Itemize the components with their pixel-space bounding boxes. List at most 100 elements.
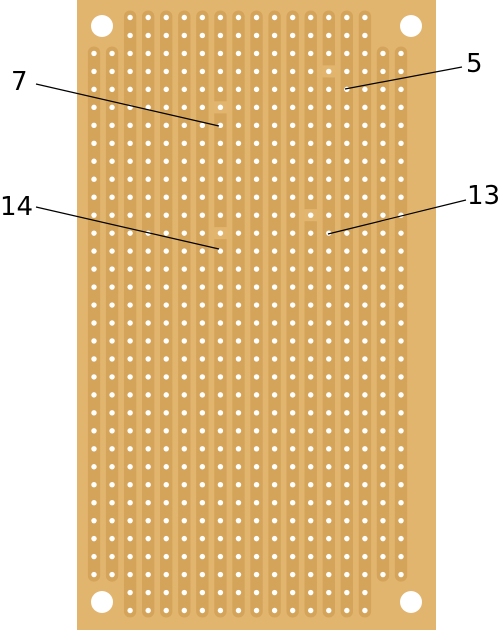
board-hole [127,428,133,434]
board-hole [271,266,278,272]
board-hole [289,499,296,506]
board-hole [326,517,332,524]
board-hole [217,158,224,164]
board-hole [163,446,169,452]
board-hole [362,284,368,290]
mounting-hole-bottom-left [91,591,113,613]
board-hole [235,194,242,200]
board-hole [362,553,368,560]
board-hole [199,68,206,75]
board-hole [127,320,133,326]
board-hole [344,14,350,21]
board-hole [362,248,368,254]
board-hole [145,86,151,93]
board-hole [398,158,404,164]
board-hole [163,553,169,560]
mounting-holes [91,15,422,613]
board-hole [163,122,169,129]
board-hole [181,499,187,506]
board-hole [326,32,332,39]
board-hole [235,284,242,290]
board-hole [344,212,350,218]
board-hole [127,499,133,506]
board-hole [127,86,133,93]
callout-label-7: 7 [11,67,28,97]
board-hole [109,284,115,290]
board-hole [91,517,97,524]
board-hole [289,158,296,164]
board-hole [199,374,206,380]
board-hole [289,302,296,308]
board-hole [271,517,278,524]
board-hole [145,374,151,380]
board-hole [308,32,314,39]
board-hole [253,517,260,524]
board-hole [344,194,350,200]
board-hole [326,302,332,308]
callout-leader-5 [344,66,463,90]
board-hole [127,230,133,236]
board-hole [380,248,386,254]
board-hole [308,553,314,560]
board-hole [217,374,224,380]
board-hole [380,410,386,416]
board-hole [127,607,133,614]
board-hole [271,499,278,506]
board-hole [127,356,133,362]
board-hole [163,410,169,416]
board-hole [235,553,242,560]
board-hole [398,499,404,506]
board-hole [344,266,350,272]
board-hole [326,392,332,398]
board-hole [91,140,97,146]
board-hole [362,338,368,344]
board-hole [253,302,260,308]
board-hole [271,230,278,236]
board-hole [380,553,386,560]
board-hole [127,284,133,290]
board-hole [308,446,314,452]
board-hole [199,248,206,254]
board-hole [398,248,404,254]
board-hole [398,230,404,236]
board-hole [163,302,169,308]
board-hole [326,140,332,146]
board-hole [308,428,314,434]
board-hole [199,284,206,290]
board-hole [91,176,97,182]
callout-leader-13 [327,199,467,235]
board-hole [271,86,278,93]
board-hole [398,553,404,560]
board-hole [217,356,224,362]
board-hole [235,50,242,57]
board-hole [235,212,242,218]
board-hole [109,86,115,93]
board-hole [362,410,368,416]
board-hole [217,122,224,129]
board-hole [217,140,224,146]
board-hole [326,158,332,164]
board-hole [181,50,187,57]
board-hole [235,356,242,362]
board-hole [253,176,260,182]
board-hole [308,266,314,272]
board-hole [271,140,278,146]
board-hole [380,374,386,380]
copper-strip [105,46,119,582]
board-hole [289,320,296,326]
board-hole [271,482,278,488]
board-hole [398,176,404,182]
board-hole [289,194,296,200]
board-hole [380,230,386,236]
board-hole [163,374,169,380]
board-hole [289,140,296,146]
board-hole [253,266,260,272]
board-hole [271,571,278,578]
board-hole [145,607,151,614]
board-hole [344,122,350,129]
board-hole [217,464,224,470]
board-hole [199,320,206,326]
board-hole [326,104,332,111]
board-hole [326,194,332,200]
